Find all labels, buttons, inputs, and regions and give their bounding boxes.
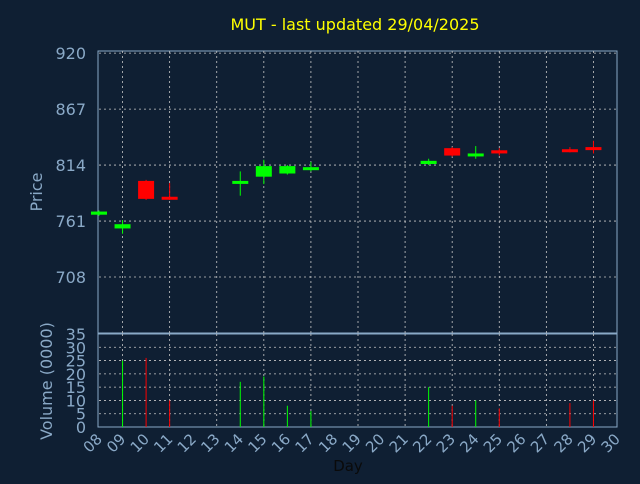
x-tick-label: 29 <box>574 430 600 456</box>
x-tick-label: 10 <box>127 430 153 456</box>
candle-body <box>585 147 602 151</box>
x-ticks: 0809101112131415161718192021222324252627… <box>80 430 624 456</box>
volume-tick-label: 10 <box>66 391 86 410</box>
x-tick-label: 13 <box>197 430 223 456</box>
candle-body <box>255 166 272 177</box>
candle-body <box>467 153 484 157</box>
x-tick-label: 16 <box>268 430 294 456</box>
x-tick-label: 21 <box>386 430 412 456</box>
volume-bars <box>122 357 594 427</box>
volume-axis-label: Volume (0000) <box>37 322 56 440</box>
price-tick-label: 867 <box>55 100 86 119</box>
x-tick-label: 12 <box>174 430 200 456</box>
x-tick-label: 19 <box>339 430 365 456</box>
volume-tick-label: 15 <box>66 378 86 397</box>
volume-tick-label: 35 <box>66 325 86 344</box>
candle-body <box>444 148 461 156</box>
x-tick-label: 20 <box>362 430 388 456</box>
x-tick-label: 22 <box>409 430 435 456</box>
x-tick-label: 14 <box>221 430 247 456</box>
volume-tick-label: 5 <box>76 405 86 424</box>
candle-body <box>114 224 131 229</box>
price-y-ticks: 920 867 814 761 708 <box>55 44 86 287</box>
x-tick-label: 15 <box>244 430 270 456</box>
candle-body <box>561 149 578 153</box>
x-tick-label: 09 <box>103 430 129 456</box>
x-tick-label: 30 <box>598 430 624 456</box>
price-tick-label: 814 <box>55 156 86 175</box>
x-axis-label: Day <box>333 457 363 475</box>
price-tick-label: 920 <box>55 44 86 63</box>
volume-tick-label: 25 <box>66 352 86 371</box>
chart-title: MUT - last updated 29/04/2025 <box>230 15 479 34</box>
price-tick-label: 708 <box>55 268 86 287</box>
x-tick-label: 28 <box>551 430 577 456</box>
price-panel-frame <box>97 50 618 334</box>
candle-body <box>91 211 107 215</box>
volume-tick-label: 30 <box>66 338 86 357</box>
volume-grid <box>99 334 617 427</box>
x-tick-label: 18 <box>315 430 341 456</box>
x-tick-label: 17 <box>292 430 318 456</box>
x-tick-label: 11 <box>150 430 176 456</box>
price-axis-label: Price <box>27 172 46 211</box>
candle-body <box>420 160 437 165</box>
candle-body <box>232 180 249 184</box>
x-tick-label: 27 <box>527 430 553 456</box>
candle-body <box>138 180 155 199</box>
volume-tick-label: 20 <box>66 365 86 384</box>
volume-panel-frame <box>97 333 618 428</box>
candles <box>91 140 602 234</box>
price-panel: 920 867 814 761 708 Price <box>27 44 618 334</box>
price-grid <box>99 51 617 333</box>
price-tick-label: 761 <box>55 212 86 231</box>
candle-body <box>161 196 178 200</box>
x-tick-label: 26 <box>503 430 529 456</box>
candle-body <box>279 166 296 174</box>
candle-body <box>302 167 319 171</box>
candle-body <box>491 150 508 154</box>
volume-tick-label: 0 <box>76 418 86 437</box>
x-tick-label: 25 <box>480 430 506 456</box>
x-tick-label: 23 <box>433 430 459 456</box>
x-tick-label: 24 <box>456 430 482 456</box>
